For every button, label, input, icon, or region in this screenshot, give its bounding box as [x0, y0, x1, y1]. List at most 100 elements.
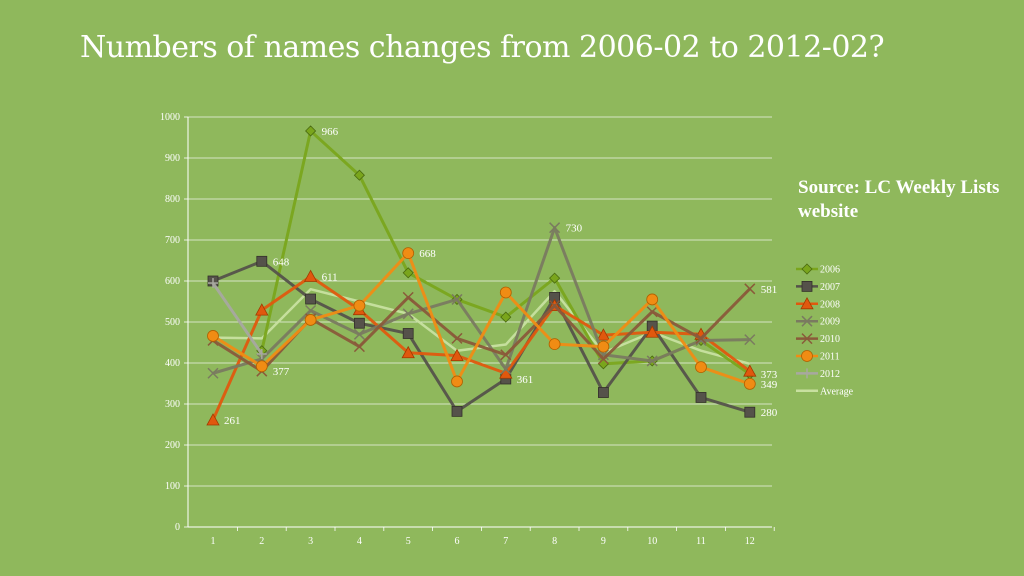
marker-stroke	[353, 328, 365, 340]
legend-label: Average	[820, 386, 854, 397]
y-tick-label: 200	[165, 440, 180, 451]
series-2012	[208, 278, 267, 359]
source-note: Source: LC Weekly Lists website	[798, 177, 1000, 222]
data-point	[207, 367, 219, 379]
data-point	[597, 340, 610, 353]
data-point	[743, 378, 756, 390]
marker-stroke	[744, 334, 756, 346]
legend-item: 2006	[796, 263, 840, 276]
slide-title: Numbers of names changes from 2006-02 to…	[80, 30, 885, 65]
y-tick-label: 400	[165, 358, 180, 369]
data-label: 648	[273, 256, 290, 268]
data-point	[208, 278, 218, 289]
marker-stroke	[695, 332, 707, 344]
data-point	[353, 169, 365, 181]
marker-stroke	[305, 304, 317, 317]
x-tick-label: 4	[357, 536, 362, 547]
marker-stroke	[646, 306, 658, 318]
marker-stroke	[744, 283, 756, 295]
data-point	[402, 291, 414, 303]
marker-stroke	[646, 355, 658, 367]
marker-stroke	[451, 293, 463, 305]
data-point	[450, 348, 464, 362]
legend-marker	[800, 296, 814, 310]
x-tick-label: 5	[406, 536, 411, 547]
data-label: 581	[761, 284, 778, 296]
data-label: 377	[273, 366, 290, 378]
data-point	[402, 247, 415, 260]
marker-stroke	[353, 341, 365, 353]
series-line	[211, 274, 751, 421]
data-point	[451, 293, 463, 305]
x-tick-label: 9	[601, 536, 606, 547]
data-point	[598, 387, 609, 398]
data-point	[451, 375, 463, 388]
series-2011	[207, 247, 756, 390]
x-tick-label: 7	[503, 536, 508, 547]
legend-marker	[802, 368, 812, 379]
marker-stroke	[549, 300, 561, 312]
data-point	[499, 286, 512, 299]
data-label: 280	[761, 407, 778, 419]
data-point	[353, 341, 365, 353]
data-point	[549, 300, 561, 312]
y-tick-label: 700	[165, 235, 180, 246]
data-point	[597, 353, 609, 365]
series-lines	[206, 125, 757, 426]
legend-item: 2007	[796, 280, 840, 293]
legend-label: 2006	[820, 265, 840, 276]
marker-stroke	[402, 308, 414, 320]
data-label: 668	[419, 248, 436, 260]
marker-stroke	[549, 222, 561, 234]
marker-stroke	[207, 367, 219, 379]
legend-item: 2010	[796, 333, 840, 345]
series-line	[260, 129, 751, 376]
data-label: 966	[322, 126, 339, 138]
legend-marker	[801, 280, 813, 292]
data-point	[743, 364, 757, 377]
data-point	[549, 272, 561, 284]
data-point	[744, 283, 756, 295]
data-point	[451, 405, 463, 417]
data-point	[596, 328, 611, 341]
data-point	[206, 413, 220, 426]
data-point	[548, 338, 561, 351]
legend-label: 2010	[820, 334, 840, 345]
marker-stroke	[597, 353, 609, 365]
x-tick-label: 11	[696, 536, 706, 547]
data-point	[500, 349, 512, 361]
series-line	[211, 282, 264, 355]
data-point	[695, 392, 707, 403]
data-point	[645, 325, 659, 338]
x-tick-label: 2	[259, 536, 264, 547]
data-point	[256, 255, 268, 267]
data-point	[305, 125, 317, 137]
series-2006	[256, 125, 756, 380]
legend-marker	[801, 263, 813, 275]
legend-marker	[801, 333, 813, 345]
y-tick-label: 500	[165, 317, 180, 328]
data-point	[402, 308, 414, 320]
data-label: 361	[517, 374, 534, 386]
legend-item: 2012	[796, 368, 840, 380]
data-point	[402, 267, 414, 279]
data-point	[500, 311, 512, 323]
legend: 2006 2007 2008 2009 2010 2011 2012 Average	[796, 263, 854, 397]
y-tick-label: 1000	[160, 112, 180, 123]
data-point	[401, 345, 415, 359]
data-point	[304, 314, 317, 326]
data-point	[695, 332, 707, 344]
legend-label: 2007	[820, 282, 840, 293]
data-point	[402, 328, 414, 339]
data-point	[305, 304, 317, 317]
marker-stroke	[451, 332, 463, 344]
y-tick-label: 800	[165, 194, 180, 205]
series-line	[212, 287, 751, 373]
marker-stroke	[801, 315, 813, 327]
data-point	[549, 222, 561, 234]
data-point	[646, 306, 658, 318]
x-tick-label: 10	[647, 536, 657, 547]
